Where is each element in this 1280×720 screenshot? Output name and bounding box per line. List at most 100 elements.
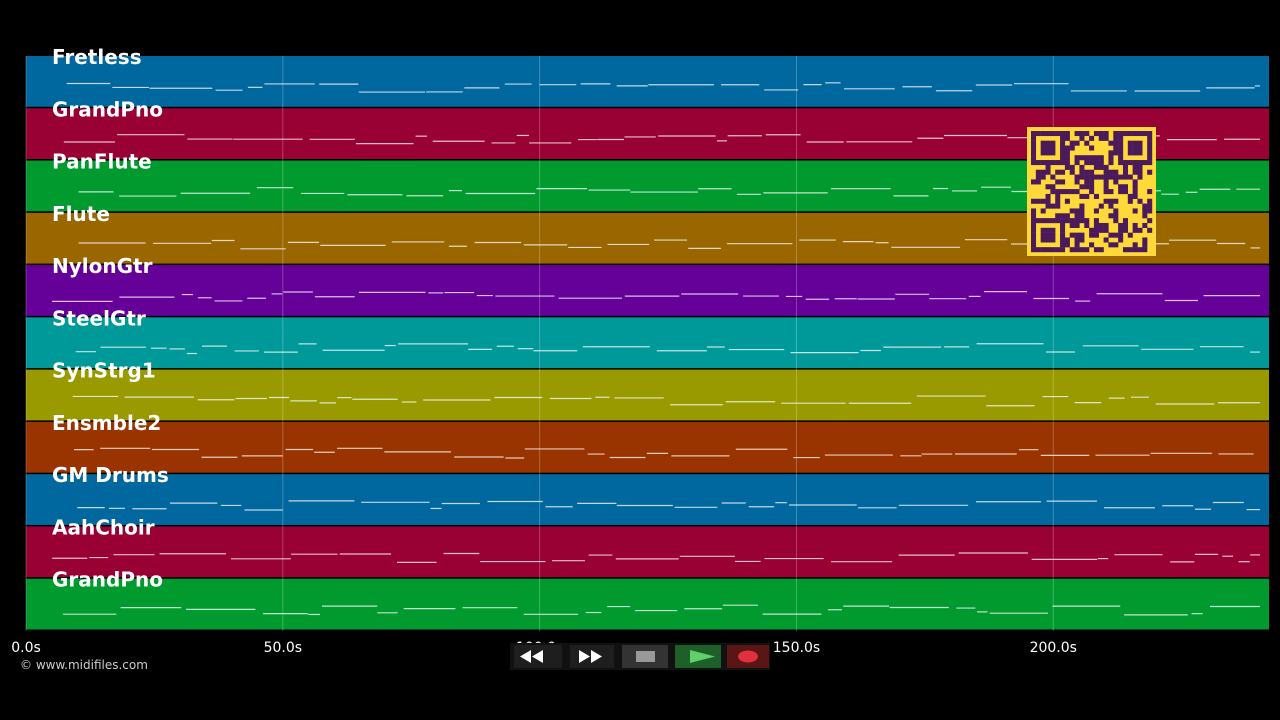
qr-cell: [1060, 160, 1066, 166]
qr-cell: [1045, 164, 1051, 170]
qr-cell: [1069, 247, 1075, 253]
qr-cell: [1031, 237, 1037, 243]
track-name: SteelGtr: [52, 306, 146, 330]
stop-button[interactable]: [622, 645, 668, 668]
qr-cell: [1045, 140, 1051, 146]
qr-cell: [1060, 213, 1066, 219]
qr-cell: [1098, 247, 1104, 253]
qr-cell: [1118, 145, 1124, 151]
qr-cell: [1031, 213, 1037, 219]
qr-cell: [1113, 174, 1119, 180]
qr-cell: [1069, 218, 1075, 224]
qr-cell: [1074, 237, 1080, 243]
qr-cell: [1069, 222, 1075, 228]
qr-cell: [1132, 242, 1138, 248]
qr-cell: [1074, 218, 1080, 224]
qr-cell: [1040, 227, 1046, 233]
qr-cell: [1064, 198, 1070, 204]
qr-cell: [1103, 174, 1109, 180]
qr-cell: [1069, 232, 1075, 238]
qr-cell: [1050, 227, 1056, 233]
tick-label: 200.0s: [1030, 640, 1077, 656]
rewind-icon: [520, 650, 543, 663]
qr-cell: [1113, 208, 1119, 214]
qr-cell: [1122, 227, 1128, 233]
qr-cell: [1035, 160, 1041, 166]
qr-cell: [1089, 184, 1095, 190]
qr-cell: [1089, 189, 1095, 195]
qr-cell: [1079, 203, 1085, 209]
qr-cell: [1089, 227, 1095, 233]
qr-cell: [1142, 247, 1148, 253]
qr-cell: [1055, 193, 1061, 199]
qr-cell: [1074, 213, 1080, 219]
qr-cell: [1040, 208, 1046, 214]
qr-cell: [1098, 155, 1104, 161]
qr-cell: [1127, 131, 1133, 137]
qr-cell: [1142, 237, 1148, 243]
qr-cell: [1050, 160, 1056, 166]
qr-cell: [1064, 213, 1070, 219]
qr-cell: [1147, 131, 1153, 137]
qr-cell: [1031, 242, 1037, 248]
qr-cell: [1040, 198, 1046, 204]
qr-cell: [1108, 213, 1114, 219]
qr-cell: [1045, 160, 1051, 166]
qr-cell: [1137, 198, 1143, 204]
qr-cell: [1069, 189, 1075, 195]
qr-cell: [1045, 145, 1051, 151]
qr-cell: [1045, 169, 1051, 175]
qr-cell: [1050, 140, 1056, 146]
qr-cell: [1040, 232, 1046, 238]
qr-cell: [1079, 155, 1085, 161]
qr-cell: [1060, 150, 1066, 156]
qr-cell: [1089, 174, 1095, 180]
qr-cell: [1122, 184, 1128, 190]
qr-cell: [1108, 155, 1114, 161]
track-name: NylonGtr: [52, 254, 153, 278]
rewind-button[interactable]: [514, 645, 562, 668]
qr-cell: [1113, 198, 1119, 204]
qr-cell: [1050, 247, 1056, 253]
qr-cell: [1060, 189, 1066, 195]
qr-cell: [1132, 193, 1138, 199]
qr-cell: [1089, 160, 1095, 166]
qr-cell: [1031, 227, 1037, 233]
forward-button[interactable]: [570, 645, 614, 668]
qr-cell: [1055, 203, 1061, 209]
qr-cell: [1122, 174, 1128, 180]
qr-cell: [1113, 232, 1119, 238]
track-name: GM Drums: [52, 463, 169, 487]
qr-cell: [1132, 131, 1138, 137]
qr-cell: [1127, 140, 1133, 146]
qr-cell: [1074, 247, 1080, 253]
qr-cell: [1122, 131, 1128, 137]
qr-cell: [1122, 247, 1128, 253]
qr-cell: [1132, 222, 1138, 228]
record-button[interactable]: [727, 645, 769, 668]
qr-cell: [1142, 131, 1148, 137]
qr-cell: [1118, 237, 1124, 243]
qr-cell: [1060, 227, 1066, 233]
qr-cell: [1060, 179, 1066, 185]
qr-cell: [1127, 193, 1133, 199]
qr-cell: [1113, 150, 1119, 156]
qr-cell: [1064, 135, 1070, 141]
qr-cell: [1045, 184, 1051, 190]
qr-cell: [1118, 189, 1124, 195]
play-button[interactable]: [675, 645, 721, 668]
qr-cell: [1098, 135, 1104, 141]
qr-cell: [1113, 179, 1119, 185]
qr-cell: [1108, 160, 1114, 166]
qr-cell: [1127, 232, 1133, 238]
qr-cell: [1084, 193, 1090, 199]
qr-cell: [1103, 179, 1109, 185]
qr-cell: [1093, 155, 1099, 161]
qr-cell: [1108, 169, 1114, 175]
qr-cell: [1113, 218, 1119, 224]
play-icon: [690, 650, 715, 663]
qr-cell: [1031, 232, 1037, 238]
qr-cell: [1031, 222, 1037, 228]
qr-cell: [1142, 222, 1148, 228]
qr-cell: [1113, 242, 1119, 248]
